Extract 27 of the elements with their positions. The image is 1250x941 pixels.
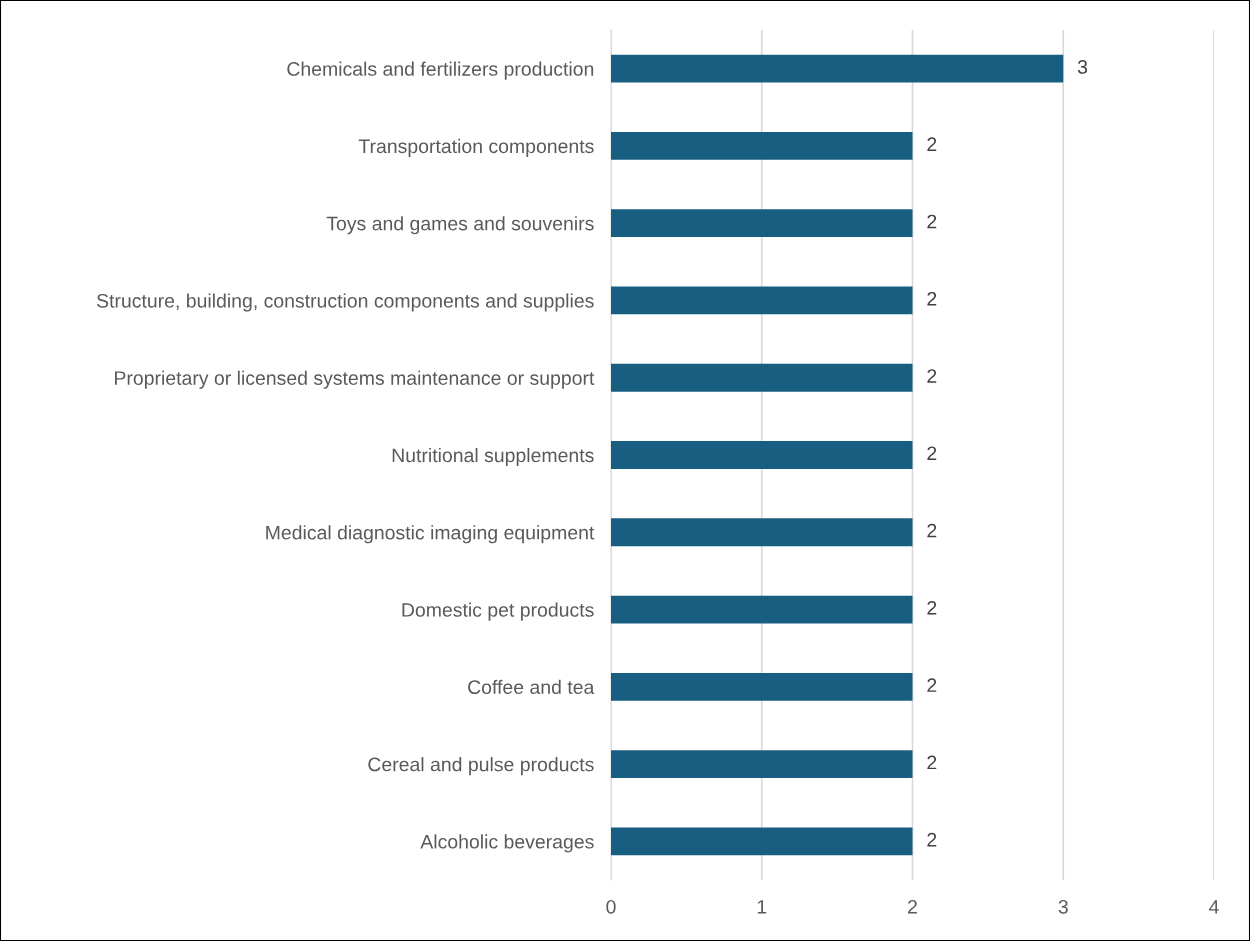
y-tick-label: Transportation components [358, 138, 594, 157]
y-tick-label: Chemicals and fertilizers production [287, 61, 594, 80]
data-label: 2 [927, 214, 937, 229]
y-tick-label: Cereal and pulse products [368, 757, 594, 776]
x-tick-label: 2 [908, 899, 917, 914]
data-label: 2 [927, 523, 937, 538]
y-tick-label: Nutritional supplements [392, 447, 594, 467]
x-tick-label: 0 [606, 899, 616, 914]
data-label: 2 [927, 678, 937, 692]
data-label: 2 [927, 832, 937, 847]
data-label: 2 [927, 291, 937, 306]
data-label: 2 [927, 137, 937, 151]
data-label: 2 [927, 601, 937, 615]
x-tick-label: 1 [757, 900, 767, 914]
x-tick-label: 3 [1058, 899, 1068, 914]
data-label: 3 [1077, 60, 1088, 74]
data-label: 2 [927, 446, 937, 461]
x-tick-label: 4 [1209, 900, 1219, 914]
y-tick-label: Proprietary or licensed systems maintenance or support [115, 370, 595, 389]
y-tick-label: Medical diagnostic imaging equipment [266, 525, 595, 544]
data-label: 2 [927, 755, 937, 770]
y-tick-label: Toys and games and souvenirs [326, 216, 594, 235]
y-tick-label: Structure, building, construction components and supplies [96, 293, 594, 312]
y-tick-label: Domestic pet products [402, 602, 594, 621]
y-tick-label: Alcoholic beverages [420, 834, 594, 853]
data-label: 2 [927, 369, 937, 383]
y-tick-label: Coffee and tea [468, 679, 595, 695]
